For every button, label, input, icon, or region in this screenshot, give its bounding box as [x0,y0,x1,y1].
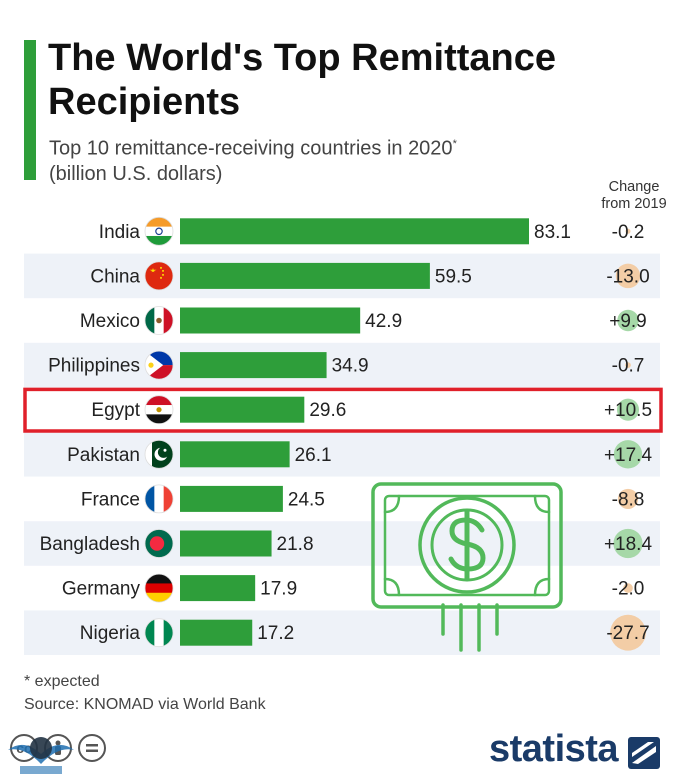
change-label-china: -13.0 [606,266,649,287]
subtitle-line2: (billion U.S. dollars) [49,162,223,185]
philippines-flag-icon [144,350,174,380]
india-flag-icon [144,216,174,246]
banknote-dollar-icon [371,482,563,652]
row-mexico: Mexico 42.9 +9.9 [80,306,647,335]
category-label-mexico: Mexico [80,311,140,332]
value-label-china: 59.5 [435,266,472,287]
change-bubble-nigeria [610,614,646,651]
egypt-flag-icon [144,395,174,425]
value-label-egypt: 29.6 [309,400,346,421]
change-column-header: Change from 2019 [575,179,682,213]
change-label-bangladesh: +18.4 [604,534,653,555]
change-label-india: -0.2 [612,222,645,243]
bar-pakistan [180,441,290,468]
row-egypt: Egypt 29.6 +10.5 [91,395,652,425]
category-label-china: China [90,266,140,287]
row-stripes [24,253,660,655]
change-label-pakistan: +17.4 [604,445,653,466]
footnote: * expected [24,673,100,690]
change-label-germany: -2.0 [612,579,645,600]
forum-logo-icon [8,737,74,774]
row-stripe-nigeria [24,610,660,655]
category-label-india: India [99,222,141,243]
change-bubble-pakistan [613,440,643,469]
bar-bangladesh [180,530,272,557]
value-label-pakistan: 26.1 [295,445,332,466]
row-india: India 83.1 -0.2 [99,216,645,246]
row-stripe-bangladesh [24,521,660,566]
accent-bar [24,40,36,180]
chart-subtitle: Top 10 remittance-receiving countries in… [49,132,649,187]
mexico-flag-icon [144,306,174,335]
row-philippines: Philippines 34.9 -0.7 [48,350,645,380]
value-label-germany: 17.9 [260,579,297,600]
value-label-france: 24.5 [288,489,325,510]
value-label-mexico: 42.9 [365,311,402,332]
row-france: France 24.5 -8.8 [81,484,645,514]
category-label-egypt: Egypt [91,400,140,421]
change-bubble-bangladesh [613,528,643,559]
no-derivatives-icon[interactable] [78,734,106,762]
change-label-egypt: +10.5 [604,400,652,421]
category-label-bangladesh: Bangladesh [40,534,140,555]
value-label-nigeria: 17.2 [257,623,294,644]
bar-egypt [180,396,305,423]
chart-title: The World's Top Remittance Recipients [48,37,557,123]
change-bubble-china [615,263,641,289]
change-bubble-germany [623,583,633,593]
bar-china [180,262,430,289]
change-label-mexico: +9.9 [609,311,647,332]
bar-philippines [180,352,327,379]
egypt-highlight-box [23,387,663,433]
source-note: Source: KNOMAD via World Bank [24,696,266,713]
subtitle-line1: Top 10 remittance-receiving countries in… [49,137,453,160]
row-stripe-philippines [24,342,660,388]
nigeria-flag-icon [144,618,174,648]
bar-india [180,218,529,245]
bar-france [180,485,283,512]
change-bubble-india [625,228,631,234]
france-flag-icon [144,484,174,514]
category-label-pakistan: Pakistan [67,445,140,466]
change-header-line1: Change [608,179,660,195]
value-label-philippines: 34.9 [332,356,369,377]
bar-nigeria [180,619,253,646]
change-bubble-france [617,488,639,509]
row-stripe-pakistan [24,432,660,477]
category-label-philippines: Philippines [48,356,140,377]
category-label-germany: Germany [62,579,141,600]
category-label-france: France [81,489,140,510]
change-label-france: -8.8 [612,489,645,510]
change-label-nigeria: -27.7 [606,623,649,644]
change-bubble-philippines [625,362,631,368]
category-label-nigeria: Nigeria [80,623,141,644]
statista-logo[interactable]: statista [489,728,619,770]
value-label-bangladesh: 21.8 [277,534,314,555]
bar-germany [180,575,256,602]
row-germany: Germany 17.9 -2.0 [62,573,645,603]
change-label-philippines: -0.7 [612,356,645,377]
chart-rows: India 83.1 -0.2 China 59.5 -13.0 Mexico 42.9 +9.… [40,216,653,651]
statista-logo-icon [628,737,660,769]
bangladesh-flag-icon [144,529,174,558]
value-label-india: 83.1 [534,222,571,243]
pakistan-flag-icon [144,439,174,469]
change-bubble-egypt [616,398,640,421]
row-pakistan: Pakistan 26.1 +17.4 [67,439,653,469]
subtitle-footnote-mark: * [452,138,457,150]
germany-flag-icon [144,573,174,603]
bar-mexico [180,307,361,334]
row-nigeria: Nigeria 17.2 -27.7 [80,614,650,651]
change-bubble-mexico [617,309,639,332]
row-bangladesh: Bangladesh 21.8 +18.4 [40,528,653,559]
china-flag-icon [144,261,174,291]
change-header-line2: from 2019 [601,196,667,212]
row-china: China 59.5 -13.0 [90,261,650,291]
